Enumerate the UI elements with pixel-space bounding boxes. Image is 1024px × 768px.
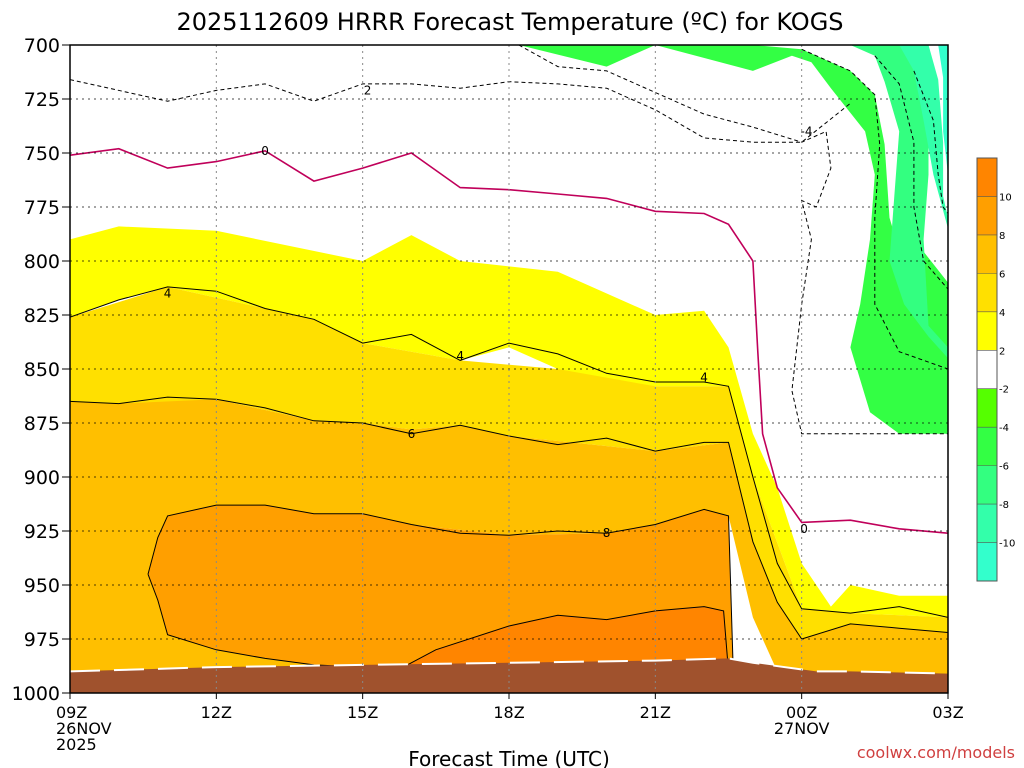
x-tick-label: 2025 xyxy=(56,735,97,754)
contour-label: -4 xyxy=(801,124,813,138)
colorbar-label: -8 xyxy=(999,500,1009,511)
colorbar-segment xyxy=(977,158,997,197)
contour-line-10 xyxy=(386,606,729,677)
contour-line--6 xyxy=(801,48,948,370)
colorbar-segment xyxy=(977,350,997,390)
colorbar-segment xyxy=(977,311,997,351)
colorbar-label: -10 xyxy=(999,539,1015,550)
x-tick-label: 18Z xyxy=(493,703,524,722)
y-axis-ticks: 700 725 750 775 800 825 850 875 900 925 950 975 1000 xyxy=(12,35,70,705)
colorbar-segment xyxy=(977,273,997,313)
colorbar-segment xyxy=(977,234,997,274)
credit-text: coolwx.com/models xyxy=(857,743,1015,762)
contour-label: 6 xyxy=(408,427,416,441)
y-tick-label: 725 xyxy=(24,89,60,111)
contour-label: 4 xyxy=(700,371,708,385)
field-band-minus2_2 xyxy=(70,79,948,477)
x-axis-label: Forecast Time (UTC) xyxy=(408,747,610,768)
y-tick-label: 975 xyxy=(24,629,60,651)
colorbar-label: 8 xyxy=(999,231,1005,242)
grid-lines xyxy=(70,45,948,693)
ground-edge xyxy=(70,657,948,675)
x-tick-label: 00Z xyxy=(786,703,817,722)
colorbar-segment xyxy=(977,427,997,467)
colorbar-label: 6 xyxy=(999,269,1005,280)
field-band-minus6_minus4 xyxy=(518,45,948,434)
colorbar-label: 2 xyxy=(999,346,1005,357)
x-tick-label: 12Z xyxy=(201,703,232,722)
x-tick-label: 21Z xyxy=(640,703,671,722)
colorbar-label: -4 xyxy=(999,423,1009,434)
colorbar-segment xyxy=(977,465,997,505)
colorbar-segment xyxy=(977,196,997,236)
contour-line-0 xyxy=(70,147,948,534)
colorbar-segment xyxy=(977,388,997,428)
contour-line--10 xyxy=(913,70,948,214)
y-tick-label: 825 xyxy=(24,305,60,327)
contour-label: 0 xyxy=(800,522,808,536)
x-tick-label: 26NOV xyxy=(56,719,112,738)
y-tick-label: 1000 xyxy=(12,683,60,705)
colorbar-label: -6 xyxy=(999,462,1009,473)
contour-label: 2 xyxy=(364,83,372,97)
colorbar-segment xyxy=(977,504,997,544)
y-tick-label: 950 xyxy=(24,575,60,597)
contour-line-2 xyxy=(70,79,851,143)
contour-labels: 2 -4 0 4 4 4 6 8 0 xyxy=(164,83,813,540)
y-tick-label: 700 xyxy=(24,35,60,57)
y-tick-label: 875 xyxy=(24,413,60,435)
y-tick-label: 850 xyxy=(24,359,60,381)
y-tick-label: 925 xyxy=(24,521,60,543)
field-band-below_minus10 xyxy=(938,45,948,175)
field-band-minus10_minus8 xyxy=(899,45,948,229)
chart-title: 2025112609 HRRR Forecast Temperature (ºC… xyxy=(176,8,843,36)
contour-line--4 xyxy=(518,45,948,435)
y-tick-label: 750 xyxy=(24,143,60,165)
field-band-six_eight xyxy=(70,399,948,678)
contour-line--8 xyxy=(874,55,948,290)
colorbar-label: 4 xyxy=(999,308,1005,319)
y-tick-label: 800 xyxy=(24,251,60,273)
y-tick-label: 775 xyxy=(24,197,60,219)
field-band-minus8_minus6 xyxy=(850,45,948,359)
contour-line-6 xyxy=(70,396,948,640)
colorbar-label: -2 xyxy=(999,385,1009,396)
x-tick-label: 03Z xyxy=(932,703,963,722)
field-band-four_six xyxy=(70,286,948,639)
x-tick-label: 09Z xyxy=(56,703,87,722)
contour-label: 0 xyxy=(261,144,269,158)
colorbar-segment xyxy=(977,542,997,582)
x-tick-label: 27NOV xyxy=(774,719,830,738)
y-tick-label: 900 xyxy=(24,467,60,489)
contour-label: 4 xyxy=(456,349,464,363)
contour-line-8 xyxy=(147,504,734,676)
colorbar: 10 8 6 4 2 -2 -4 -6 -8 -10 xyxy=(976,157,1015,582)
colorbar-border xyxy=(976,157,998,582)
field-band-above_ten xyxy=(387,606,729,676)
colorbar-label: 10 xyxy=(999,192,1012,203)
contour-label: 4 xyxy=(164,286,172,300)
contour-line-4 xyxy=(70,286,948,618)
x-tick-label: 15Z xyxy=(347,703,378,722)
contour-label: 8 xyxy=(603,526,611,540)
